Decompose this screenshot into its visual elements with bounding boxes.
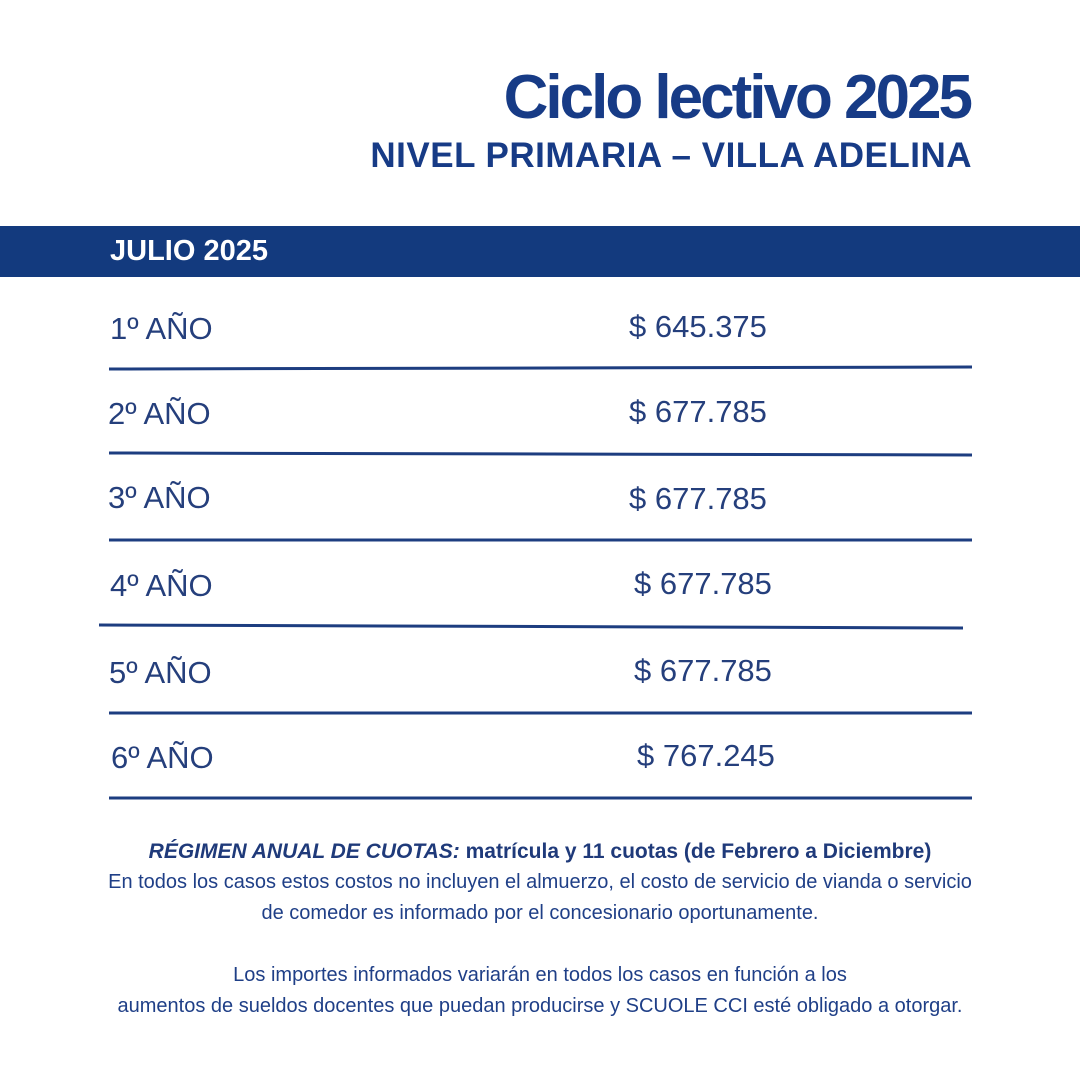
- month-banner: JULIO 2025: [0, 226, 1080, 277]
- price-value-1: $ 645.375: [629, 309, 767, 344]
- price-change-note-line-2: aumentos de sueldos docentes que puedan …: [117, 995, 963, 1017]
- price-value-5: $ 677.785: [634, 653, 772, 688]
- regimen-label: RÉGIMEN ANUAL DE CUOTAS:: [148, 840, 460, 863]
- price-value-3: $ 677.785: [629, 481, 767, 516]
- price-value-2: $ 677.785: [629, 394, 767, 429]
- lunch-note-line-1: En todos los casos estos costos no inclu…: [108, 871, 972, 893]
- divider-1: [108, 365, 973, 371]
- price-value-6: $ 767.245: [637, 738, 775, 773]
- price-value-4: $ 677.785: [634, 566, 772, 601]
- grade-label-2: 2º AÑO: [108, 396, 211, 431]
- grade-label-6: 6º AÑO: [111, 740, 214, 775]
- lunch-note-line-2: de comedor es informado por el concesion…: [261, 902, 819, 924]
- price-change-note-line-1: Los importes informados variarán en todo…: [233, 964, 847, 986]
- page-subtitle: NIVEL PRIMARIA – VILLA ADELINA: [370, 136, 972, 175]
- divider-2: [108, 451, 973, 457]
- page-title: Ciclo lectivo 2025: [503, 63, 973, 132]
- grade-label-3: 3º AÑO: [108, 480, 211, 515]
- grade-label-5: 5º AÑO: [109, 655, 212, 690]
- grade-label-1: 1º AÑO: [110, 311, 213, 346]
- divider-4: [98, 623, 964, 630]
- regimen-text: matrícula y 11 cuotas (de Febrero a Dici…: [459, 840, 932, 863]
- regimen-note: RÉGIMEN ANUAL DE CUOTAS: matrícula y 11 …: [0, 836, 1080, 867]
- month-label: JULIO 2025: [110, 235, 268, 267]
- footnotes: RÉGIMEN ANUAL DE CUOTAS: matrícula y 11 …: [0, 836, 1080, 1022]
- grade-label-4: 4º AÑO: [110, 568, 213, 603]
